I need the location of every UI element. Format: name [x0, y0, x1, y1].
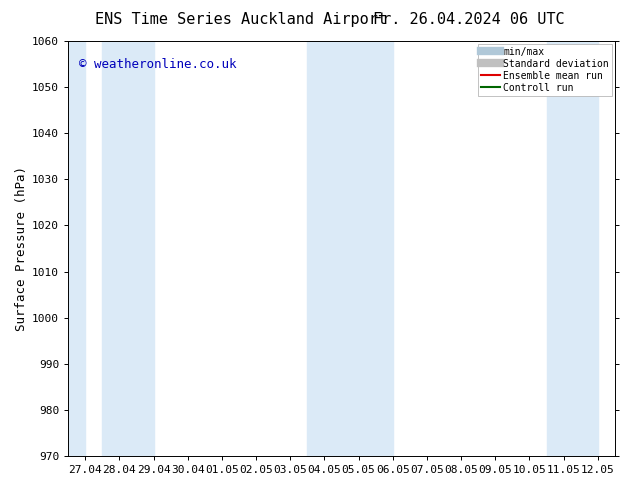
Y-axis label: Surface Pressure (hPa): Surface Pressure (hPa): [15, 166, 28, 331]
Bar: [68, 41, 86, 456]
Bar: [547, 41, 598, 456]
Text: ENS Time Series Auckland Airport: ENS Time Series Auckland Airport: [95, 12, 387, 27]
Bar: [102, 41, 153, 456]
Text: Fr. 26.04.2024 06 UTC: Fr. 26.04.2024 06 UTC: [373, 12, 565, 27]
Bar: [307, 41, 392, 456]
Legend: min/max, Standard deviation, Ensemble mean run, Controll run: min/max, Standard deviation, Ensemble me…: [478, 44, 612, 96]
Text: © weatheronline.co.uk: © weatheronline.co.uk: [79, 58, 236, 71]
